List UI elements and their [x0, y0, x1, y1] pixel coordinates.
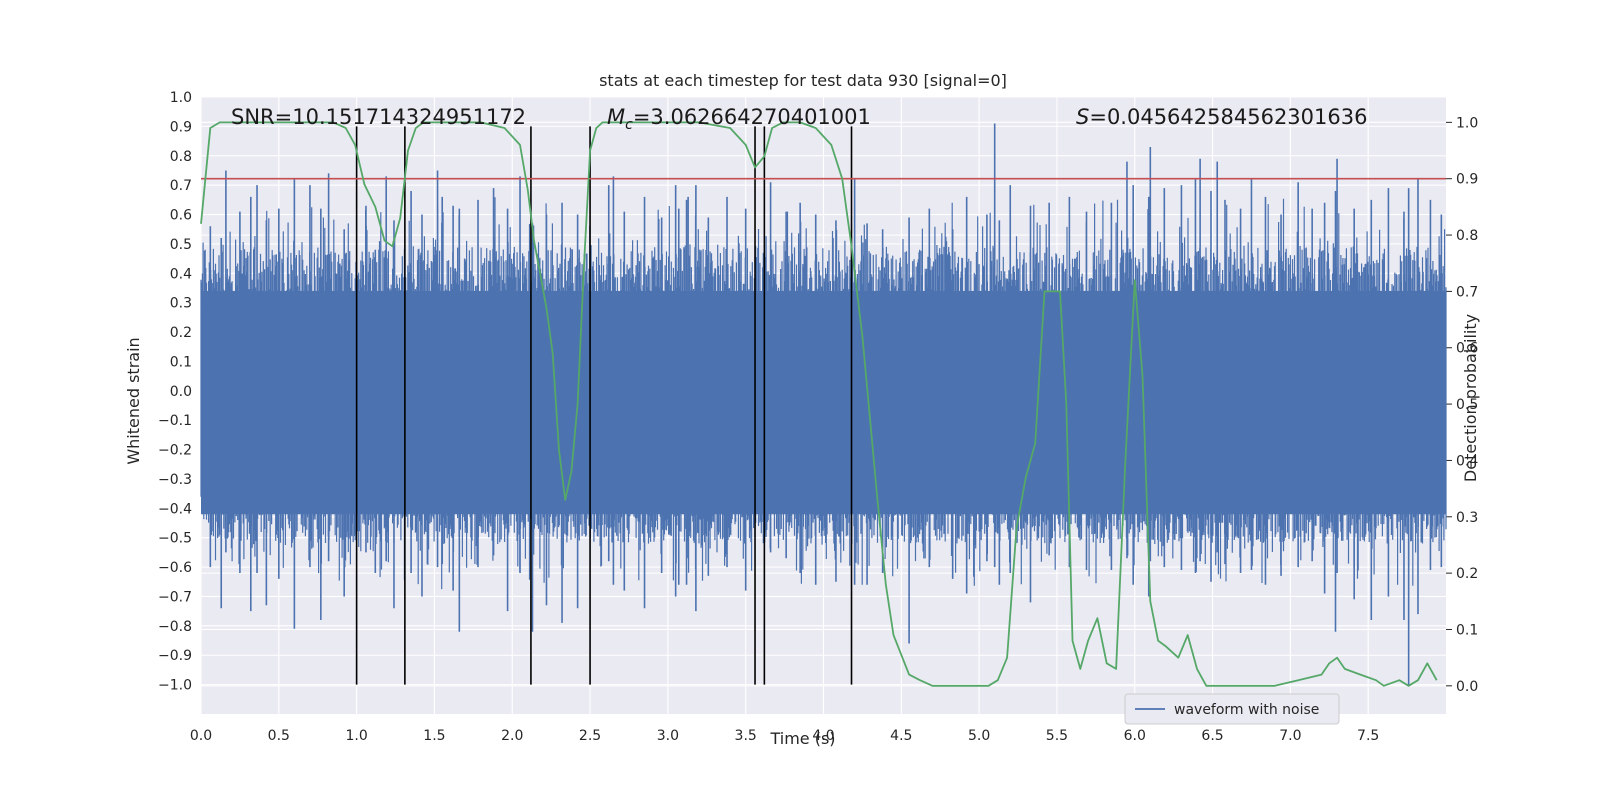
s-annotation: S=0.045642584562301636 [1076, 105, 1367, 129]
y2-tick-label: 0.9 [1456, 172, 1478, 188]
y-tick-label: −0.5 [158, 531, 192, 547]
s-value: =0.045642584562301636 [1089, 105, 1367, 129]
x-tick-label: 7.5 [1357, 728, 1379, 744]
probability-series [200, 121, 1438, 687]
x-tick-label: 5.0 [968, 728, 990, 744]
x-tick-label: 1.0 [345, 728, 367, 744]
probability-line [200, 121, 1438, 687]
y-tick-label: 0.3 [170, 296, 192, 312]
y2-tick-label: 0.1 [1456, 622, 1478, 638]
x-axis-label: Time (s) [769, 729, 835, 748]
y2-tick-label: 0.3 [1456, 510, 1478, 526]
waveform-series [200, 123, 1447, 685]
y2-tick-label: 0.2 [1456, 566, 1478, 582]
legend-box [1124, 693, 1340, 725]
x-tick-label: 6.0 [1124, 728, 1146, 744]
x-tick-label: 2.5 [579, 728, 601, 744]
mc-symbol: M [607, 105, 625, 129]
y-tick-label: 0.9 [170, 119, 192, 135]
y-tick-label: −1.0 [158, 678, 192, 694]
mc-subscript: c [625, 117, 633, 133]
bottom-axis-ticks: 0.0 0.5 1.0 1.5 2.0 2.5 3.0 3.5 4.0 4.5 5.0 5.5 6.0 6… [190, 728, 1379, 744]
y-tick-label: 0.2 [170, 325, 192, 341]
y2-tick-label: 0.4 [1456, 453, 1478, 469]
y-tick-label: −0.8 [158, 619, 192, 635]
x-tick-label: 5.5 [1046, 728, 1068, 744]
x-tick-label: 4.5 [890, 728, 912, 744]
x-tick-label: 7.0 [1279, 728, 1301, 744]
legend: waveform with noise [1124, 693, 1340, 725]
y-tick-label: 0.5 [170, 237, 192, 253]
chirp-mass-annotation: Mc=3.062664270401001 [607, 105, 871, 133]
legend-label: waveform with noise [1174, 702, 1319, 718]
y-tick-label: −0.4 [158, 501, 192, 517]
x-tick-label: 6.5 [1201, 728, 1223, 744]
y-tick-label: 0.0 [170, 384, 192, 400]
y2-tick-label: 0.6 [1456, 341, 1478, 357]
x-tick-label: 4.0 [812, 728, 834, 744]
y-tick-label: 0.6 [170, 208, 192, 224]
y-tick-label: 0.8 [170, 149, 192, 165]
y2-tick-label: 0.8 [1456, 228, 1478, 244]
x-tick-label: 3.0 [657, 728, 679, 744]
y-tick-label: −0.2 [158, 443, 192, 459]
y-tick-label: 0.4 [170, 266, 192, 282]
y-tick-label: −0.7 [158, 589, 192, 605]
y-tick-label: 0.1 [170, 354, 192, 370]
y2-tick-label: 0.7 [1456, 284, 1478, 300]
y-tick-label: −0.6 [158, 560, 192, 576]
x-tick-label: 0.5 [268, 728, 290, 744]
s-symbol: S [1076, 105, 1089, 129]
y-axis-label: Whitened strain [124, 337, 143, 464]
y2-tick-label: 0.0 [1456, 679, 1478, 695]
y2-axis-label: Detection probability [1461, 314, 1480, 482]
left-axis-ticks: 1.0 0.9 0.8 0.7 0.6 0.5 0.4 0.3 0.2 0.1 0.0 −0.1 −0.… [158, 90, 192, 694]
x-tick-label: 3.5 [735, 728, 757, 744]
waveform-core [201, 290, 1446, 515]
x-tick-label: 0.0 [190, 728, 212, 744]
y-tick-label: −0.1 [158, 413, 192, 429]
snr-annotation: SNR=10.151714324951172 [231, 105, 526, 129]
y-tick-label: −0.9 [158, 648, 192, 664]
y2-tick-label: 0.5 [1456, 397, 1478, 413]
x-tick-label: 1.5 [423, 728, 445, 744]
y-tick-label: −0.3 [158, 472, 192, 488]
y2-tick-label: 1.0 [1456, 115, 1478, 131]
y-tick-label: 0.7 [170, 178, 192, 194]
right-axis-ticks: 0.0 0.1 0.2 0.3 0.4 0.5 0.6 0.7 0.8 0.9 1.0 [1446, 115, 1478, 695]
y-tick-label: 1.0 [170, 90, 192, 106]
mc-value: =3.062664270401001 [633, 105, 871, 129]
x-tick-label: 2.0 [501, 728, 523, 744]
chart-title: stats at each timestep for test data 930… [599, 71, 1007, 90]
